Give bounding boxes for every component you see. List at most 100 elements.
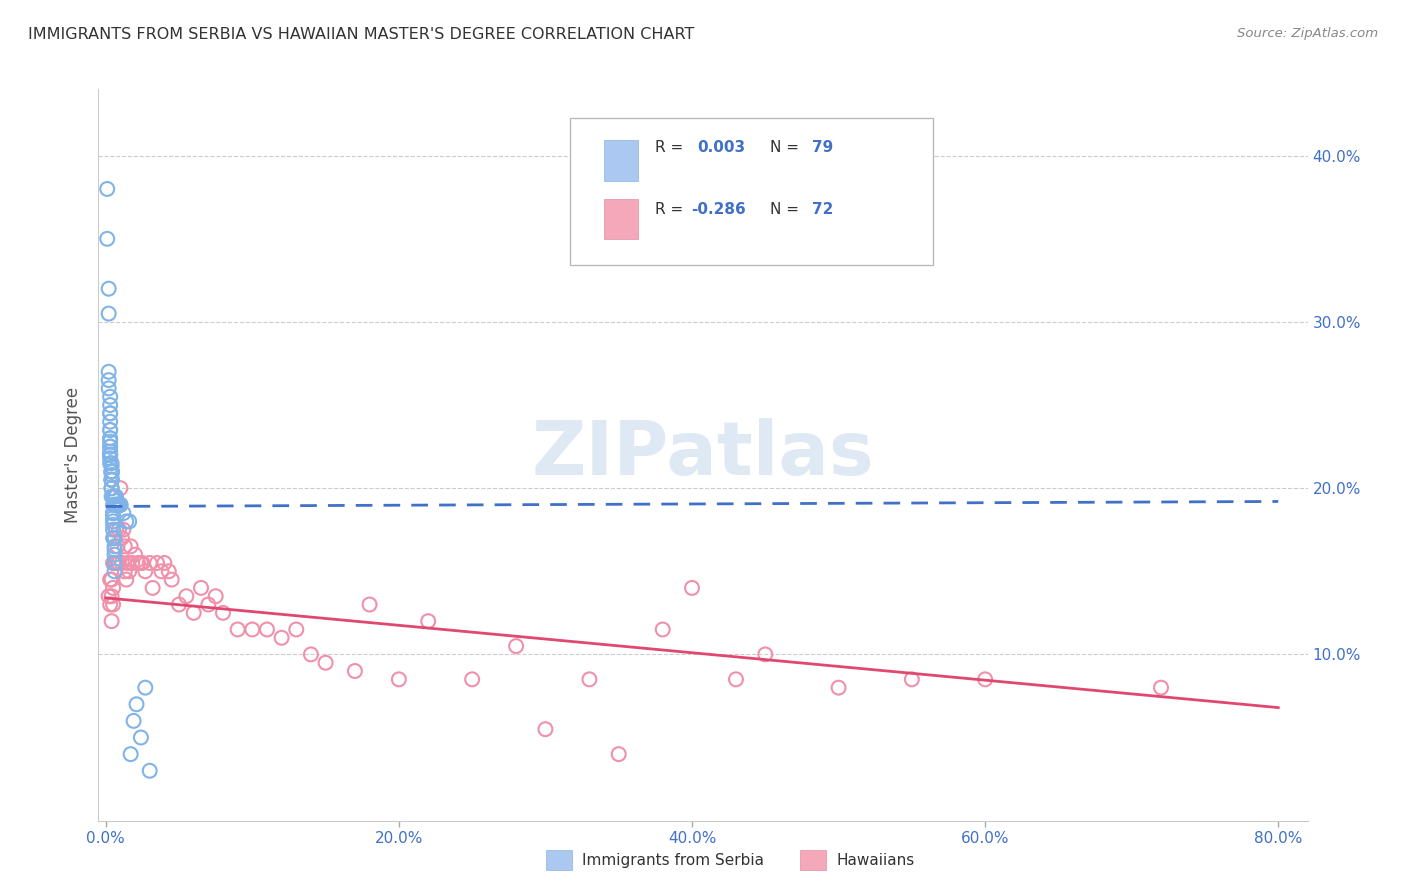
Point [103, 539, 125, 553]
Point [651, 623, 673, 637]
Point [100, 456, 122, 470]
Point [98, 398, 121, 412]
Point [607, 747, 630, 761]
Point [108, 523, 131, 537]
Point [1150, 681, 1173, 695]
Point [103, 564, 125, 578]
Point [97, 589, 120, 603]
Point [100, 465, 122, 479]
Point [98, 440, 121, 454]
Point [107, 556, 129, 570]
Point [134, 564, 156, 578]
Point [98, 448, 121, 462]
Point [299, 648, 322, 662]
Point [197, 598, 219, 612]
Point [138, 556, 160, 570]
Point [131, 556, 153, 570]
Point [98, 406, 121, 420]
Point [111, 531, 134, 545]
Text: -0.286: -0.286 [690, 202, 745, 218]
Point [101, 498, 124, 512]
Text: N =: N = [769, 202, 803, 218]
Point [100, 473, 122, 487]
Point [107, 498, 129, 512]
Text: N =: N = [769, 140, 803, 155]
Text: R =: R = [655, 140, 688, 155]
Point [461, 673, 484, 687]
Point [100, 459, 122, 474]
Point [118, 564, 141, 578]
Text: ZIPatlas: ZIPatlas [531, 418, 875, 491]
Point [100, 614, 122, 628]
Point [204, 589, 226, 603]
Point [359, 598, 381, 612]
Text: Hawaiians: Hawaiians [837, 853, 914, 868]
Point [112, 506, 135, 520]
Point [100, 465, 122, 479]
Point [98, 423, 121, 437]
Point [101, 490, 124, 504]
Point [121, 556, 143, 570]
Point [112, 523, 135, 537]
Point [98, 444, 121, 458]
Point [98, 423, 121, 437]
Point [343, 664, 366, 678]
Point [98, 448, 121, 462]
Point [111, 556, 134, 570]
Point [98, 390, 121, 404]
Point [754, 648, 776, 662]
Point [98, 448, 121, 462]
Point [105, 498, 128, 512]
Point [101, 506, 124, 520]
Point [98, 434, 121, 449]
Point [103, 531, 125, 545]
FancyBboxPatch shape [800, 850, 827, 871]
Point [120, 539, 142, 553]
Point [901, 673, 924, 687]
FancyBboxPatch shape [569, 119, 932, 265]
Point [418, 614, 440, 628]
Point [534, 723, 557, 737]
Point [96, 182, 118, 196]
Point [100, 473, 122, 487]
Point [101, 506, 124, 520]
Text: IMMIGRANTS FROM SERBIA VS HAWAIIAN MASTER'S DEGREE CORRELATION CHART: IMMIGRANTS FROM SERBIA VS HAWAIIAN MASTE… [28, 27, 695, 42]
Point [256, 623, 278, 637]
Point [285, 623, 308, 637]
Point [96, 232, 118, 246]
Point [100, 473, 122, 487]
Point [103, 556, 125, 570]
Point [110, 498, 132, 512]
Point [125, 698, 148, 712]
Point [724, 673, 747, 687]
Point [101, 581, 124, 595]
Point [97, 381, 120, 395]
Point [103, 556, 125, 570]
Point [101, 515, 124, 529]
Point [110, 498, 132, 512]
Text: Source: ZipAtlas.com: Source: ZipAtlas.com [1237, 27, 1378, 40]
Point [212, 606, 235, 620]
Point [124, 548, 146, 562]
Point [100, 467, 122, 482]
Point [108, 498, 131, 512]
Point [120, 747, 142, 761]
Text: R =: R = [655, 202, 688, 218]
Point [105, 523, 128, 537]
Point [98, 456, 121, 470]
Text: 0.003: 0.003 [697, 140, 745, 155]
Point [240, 623, 263, 637]
Point [101, 556, 124, 570]
Point [578, 673, 600, 687]
Point [100, 490, 122, 504]
Text: 79: 79 [811, 140, 834, 155]
Point [110, 481, 132, 495]
Point [129, 556, 152, 570]
FancyBboxPatch shape [603, 140, 638, 180]
Point [101, 506, 124, 520]
Point [98, 431, 121, 445]
Point [101, 517, 124, 532]
Point [190, 581, 212, 595]
Point [122, 714, 145, 728]
Point [98, 406, 121, 420]
